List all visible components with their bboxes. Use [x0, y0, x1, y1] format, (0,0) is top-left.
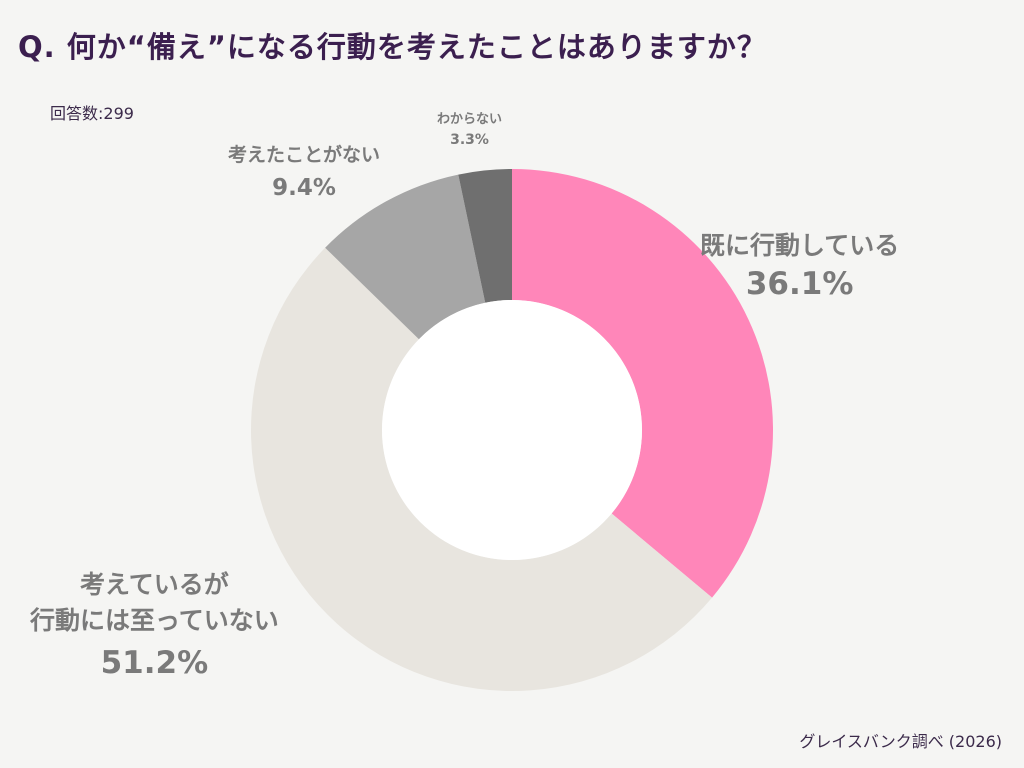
- slice-label-considering: 考えているが 行動には至っていない 51.2%: [30, 565, 279, 681]
- slice-label-text: 考えているが: [80, 570, 229, 599]
- respondent-count: 回答数:299: [50, 104, 134, 123]
- slice-label-acting: 既に行動している 36.1%: [700, 226, 899, 302]
- slice-label-text: 既に行動している: [700, 231, 900, 260]
- slice-value-label: 36.1%: [745, 266, 854, 302]
- slice-value-label: 51.2%: [100, 645, 209, 681]
- slice-considering: [250, 247, 713, 692]
- source-note: グレイスバンク調べ (2026): [799, 732, 1002, 751]
- slice-label-unknown: わからない 3.3%: [437, 108, 502, 148]
- slice-never: [325, 174, 486, 340]
- slice-label-text: 行動には至っていない: [30, 606, 279, 635]
- slice-label-text: わからない: [437, 112, 503, 127]
- slice-value-label: 3.3%: [450, 132, 489, 148]
- slice-label-never: 考えたことがない 9.4%: [228, 140, 380, 201]
- donut-hole: [382, 300, 642, 560]
- slice-value-label: 9.4%: [272, 175, 336, 201]
- chart-title: Q. 何か“備え”になる行動を考えたことはありますか？: [18, 30, 767, 64]
- slice-unknown: [458, 169, 512, 303]
- slice-acting: [512, 169, 773, 598]
- slice-label-text: 考えたことがない: [228, 144, 381, 166]
